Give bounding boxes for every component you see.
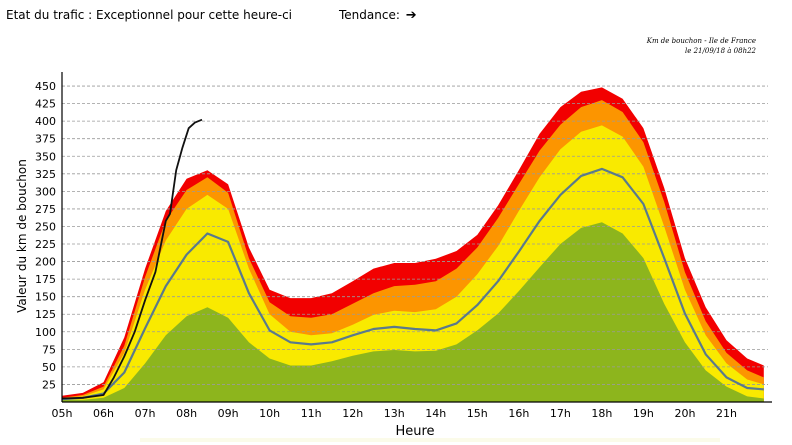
y-tick-labels: 25 50 75 100 125 150 175 200 225 250 275 300 325 350 3… xyxy=(35,80,56,391)
y-tick-label: 450 xyxy=(35,80,56,93)
y-tick-label: 350 xyxy=(35,150,56,163)
green-band-area xyxy=(62,222,764,402)
right-arrow-icon: ➔ xyxy=(405,8,417,23)
chart-note-line2: le 21/09/18 à 08h22 xyxy=(685,47,756,55)
x-tick-label: 21h xyxy=(716,407,737,420)
x-tick-label: 08h xyxy=(176,407,197,420)
x-tick-label: 09h xyxy=(218,407,239,420)
y-axis-label: Valeur du km de bouchon xyxy=(15,159,29,313)
x-tick-label: 19h xyxy=(633,407,654,420)
y-tick-label: 75 xyxy=(42,343,56,356)
x-tick-label: 14h xyxy=(425,407,446,420)
today-series-line xyxy=(61,118,203,400)
y-tick-label: 375 xyxy=(35,133,56,146)
average-series-line xyxy=(61,167,764,401)
chart-note-line1: Km de bouchon - Ile de France xyxy=(646,37,756,45)
x-tick-label: 11h xyxy=(301,407,322,420)
axes xyxy=(61,72,772,403)
x-tick-label: 07h xyxy=(135,407,156,420)
series-lines xyxy=(61,118,764,401)
grid-lines xyxy=(62,85,768,385)
y-tick-label: 400 xyxy=(35,115,56,128)
y-tick-label: 175 xyxy=(35,273,56,286)
y-tick-label: 100 xyxy=(35,326,56,339)
x-tick-label: 10h xyxy=(259,407,280,420)
y-tick-label: 425 xyxy=(35,98,56,111)
x-tick-label: 20h xyxy=(674,407,695,420)
x-tick-label: 17h xyxy=(550,407,571,420)
trend-label: Tendance: xyxy=(339,8,400,22)
x-tick-label: 16h xyxy=(508,407,529,420)
y-tick-label: 125 xyxy=(35,308,56,321)
y-tick-label: 300 xyxy=(35,185,56,198)
chart-note: Km de bouchon - Ile de France le 21/09/1… xyxy=(647,36,756,56)
x-tick-label: 18h xyxy=(591,407,612,420)
x-tick-label: 12h xyxy=(342,407,363,420)
trend-indicator: Tendance: ➔ xyxy=(339,8,417,23)
traffic-status-text: Etat du trafic : Exceptionnel pour cette… xyxy=(6,8,293,22)
y-tick-label: 200 xyxy=(35,256,56,269)
y-tick-label: 50 xyxy=(42,361,56,374)
y-tick-label: 275 xyxy=(35,203,56,216)
y-tick-label: 325 xyxy=(35,168,56,181)
x-tick-labels: 05h 06h 07h 08h 09h 10h 11h 12h 13h 14h 15h 16h 17h 1… xyxy=(52,407,737,420)
y-tick-label: 25 xyxy=(42,378,56,391)
bottom-strip xyxy=(140,438,720,442)
x-axis-label: Heure xyxy=(395,424,434,439)
x-tick-label: 05h xyxy=(52,407,73,420)
y-tick-label: 250 xyxy=(35,220,56,233)
x-tick-label: 06h xyxy=(93,407,114,420)
x-tick-label: 15h xyxy=(467,407,488,420)
x-tick-label: 13h xyxy=(384,407,405,420)
y-tick-label: 150 xyxy=(35,291,56,304)
band-areas xyxy=(62,87,764,403)
y-tick-label: 225 xyxy=(35,238,56,251)
